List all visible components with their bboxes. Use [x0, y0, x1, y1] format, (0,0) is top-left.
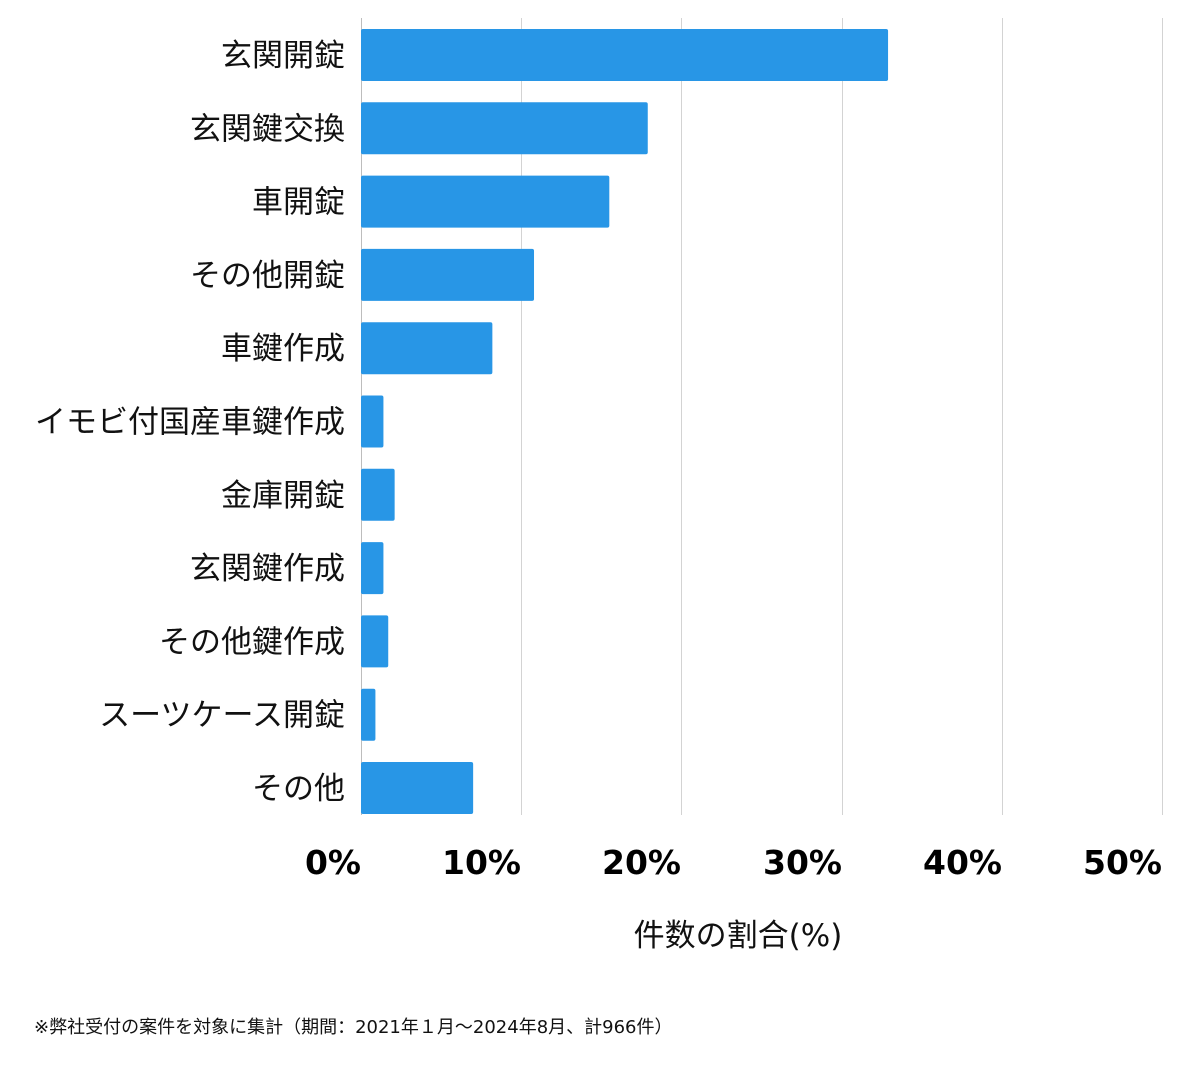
bar-4 [361, 322, 493, 375]
category-label: スーツケース開錠 [99, 698, 345, 734]
bar-chart: 玄関開錠玄関鍵交換車開錠その他開錠車鍵作成イモビ付国産車鍵作成金庫開錠玄関鍵作成… [35, 18, 1163, 954]
category-label: 玄関鍵交換 [190, 111, 345, 147]
x-tick-label: 50% [1083, 843, 1162, 882]
category-label: 車開錠 [252, 185, 345, 221]
category-label: その他鍵作成 [159, 624, 345, 660]
x-tick-labels: 0% 10% 20% 30% 40% 50% [305, 843, 1162, 882]
x-axis-title: 件数の割合(%) [634, 918, 843, 954]
bar-10 [361, 762, 474, 814]
bar-6 [361, 468, 395, 521]
x-tick-label: 30% [763, 843, 842, 882]
bar-0 [361, 29, 889, 81]
category-label: 車鍵作成 [221, 331, 345, 367]
bar-9 [361, 688, 376, 741]
x-tick-label: 40% [923, 843, 1002, 882]
category-label: その他 [252, 771, 345, 807]
footnote: ※弊社受付の案件を対象に集計（期間：2021年１月〜2024年8月、計966件） [34, 1017, 673, 1038]
bar-7 [361, 542, 384, 595]
x-tick-label: 10% [442, 843, 521, 882]
bar-2 [361, 175, 610, 228]
category-label: イモビ付国産車鍵作成 [35, 405, 345, 441]
category-label: 玄関鍵作成 [190, 551, 345, 587]
bar-1 [361, 102, 648, 155]
bar-8 [361, 615, 389, 668]
bar-5 [361, 395, 384, 448]
x-tick-label: 20% [602, 843, 681, 882]
category-label: 玄関開錠 [221, 38, 345, 74]
category-labels: 玄関開錠玄関鍵交換車開錠その他開錠車鍵作成イモビ付国産車鍵作成金庫開錠玄関鍵作成… [35, 38, 345, 807]
bar-3 [361, 248, 535, 301]
category-label: 金庫開錠 [221, 478, 345, 514]
category-label: その他開錠 [190, 258, 345, 294]
x-tick-label: 0% [305, 843, 361, 882]
bars [361, 29, 889, 814]
